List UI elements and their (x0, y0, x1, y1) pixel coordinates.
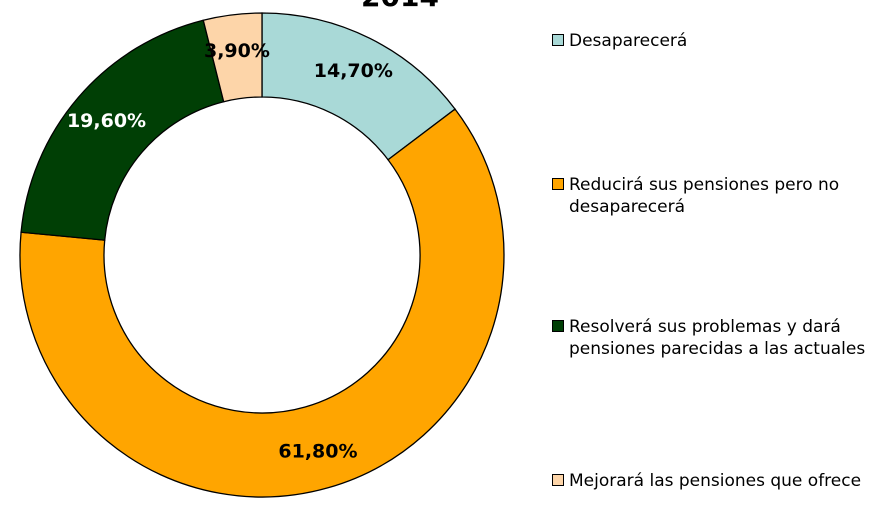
legend-item: Resolverá sus problemas y dará pensiones… (552, 316, 870, 360)
donut-slice (202, 12, 263, 103)
legend-label: Mejorará las pensiones que ofrece (569, 471, 862, 491)
legend-label: Resolverá sus problemas y dará pensiones… (569, 317, 866, 359)
chart-title: 2014 (361, 0, 439, 13)
legend-item: Reducirá sus pensiones pero no desaparec… (552, 174, 870, 218)
donut-slice (19, 108, 505, 498)
legend-label: Reducirá sus pensiones pero no desaparec… (569, 175, 840, 217)
legend-item: Mejorará las pensiones que ofrece (552, 470, 870, 492)
legend-swatch (552, 320, 564, 332)
data-label: 19,60% (67, 110, 146, 132)
legend-swatch (552, 474, 564, 486)
legend-swatch (552, 34, 564, 46)
data-label: 61,80% (278, 441, 357, 463)
legend-label: Desaparecerá (569, 31, 688, 51)
legend-swatch (552, 178, 564, 190)
legend-item: Desaparecerá (552, 30, 870, 52)
data-label: 3,90% (204, 40, 270, 62)
data-label: 14,70% (314, 60, 393, 82)
